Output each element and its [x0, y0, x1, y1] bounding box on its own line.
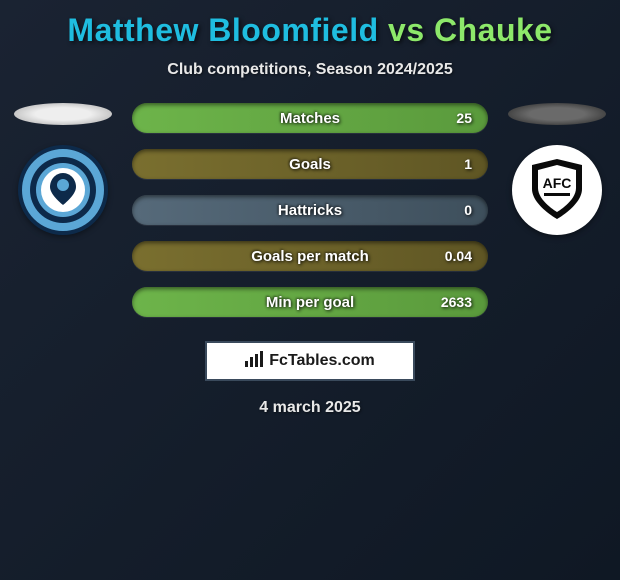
left-ellipse	[14, 103, 112, 125]
brand-box[interactable]: FcTables.com	[205, 341, 415, 381]
stat-row-goals: Goals 1	[132, 149, 488, 179]
wycombe-badge-icon	[28, 155, 98, 225]
right-side: AFC	[502, 103, 612, 235]
stat-value: 2633	[441, 294, 472, 310]
player1-name: Matthew Bloomfield	[67, 12, 378, 48]
right-club-logo: AFC	[512, 145, 602, 235]
chart-icon	[245, 351, 265, 372]
stat-value: 0.04	[445, 248, 472, 264]
stat-label: Goals	[289, 156, 331, 173]
stat-value: 0	[464, 202, 472, 218]
stat-value: 1	[464, 156, 472, 172]
right-ellipse	[508, 103, 606, 125]
page-title: Matthew Bloomfield vs Chauke	[0, 0, 620, 49]
vs-text: vs	[388, 12, 425, 48]
stat-row-matches: Matches 25	[132, 103, 488, 133]
stats-panel: Matches 25 Goals 1 Hattricks 0 Goals per…	[118, 103, 502, 333]
stat-row-mpg: Min per goal 2633	[132, 287, 488, 317]
svg-text:AFC: AFC	[543, 175, 572, 191]
stat-label: Matches	[280, 110, 340, 127]
shield-badge-icon: AFC	[526, 155, 588, 225]
stat-label: Hattricks	[278, 202, 342, 219]
left-side	[8, 103, 118, 235]
stat-label: Min per goal	[266, 294, 354, 311]
main-area: Matches 25 Goals 1 Hattricks 0 Goals per…	[0, 79, 620, 333]
left-club-logo	[18, 145, 108, 235]
stat-value: 25	[456, 110, 472, 126]
player2-name: Chauke	[434, 12, 553, 48]
stat-label: Goals per match	[251, 248, 369, 265]
date-text: 4 march 2025	[0, 399, 620, 417]
stat-row-hattricks: Hattricks 0	[132, 195, 488, 225]
container: Matthew Bloomfield vs Chauke Club compet…	[0, 0, 620, 580]
brand-text: FcTables.com	[269, 352, 375, 370]
subtitle: Club competitions, Season 2024/2025	[0, 61, 620, 79]
stat-row-gpm: Goals per match 0.04	[132, 241, 488, 271]
